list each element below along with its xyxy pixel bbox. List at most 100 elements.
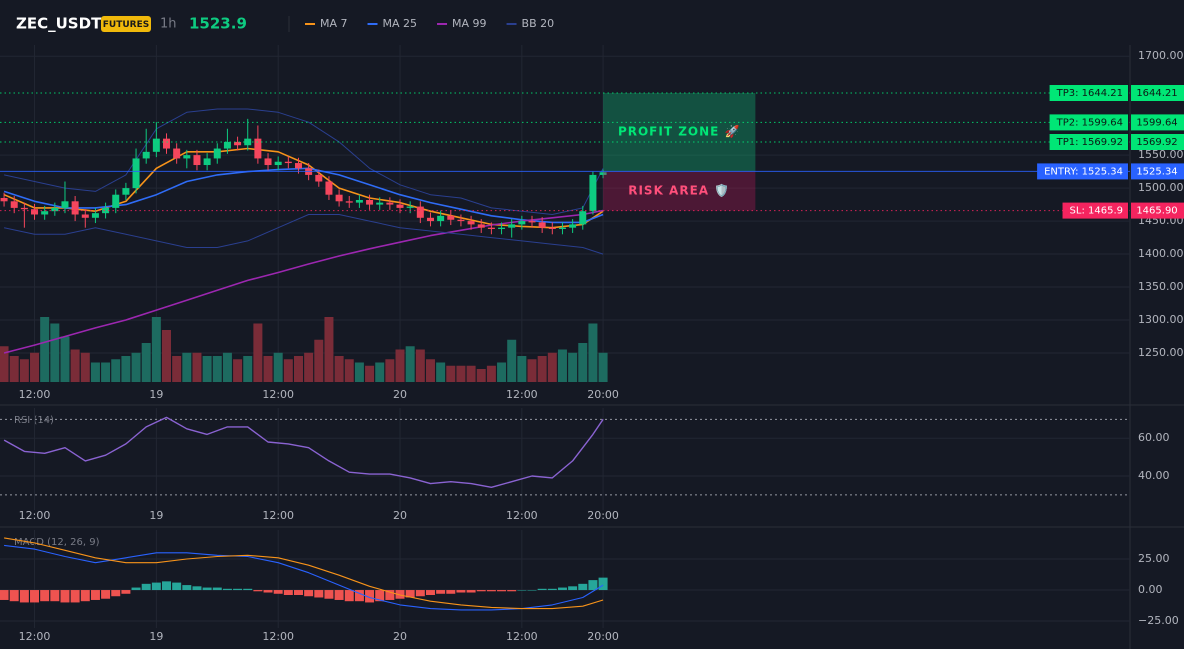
level-label-box <box>1049 114 1128 131</box>
macd-histogram-bar <box>446 590 456 594</box>
candle-body <box>487 227 495 229</box>
macd-histogram-bar <box>212 587 222 591</box>
volume-bar <box>60 336 70 382</box>
y-tick-label: 1700.00 <box>1138 49 1184 62</box>
volume-bar <box>446 365 456 382</box>
volume-bar <box>40 317 50 382</box>
macd-histogram-bar <box>60 590 70 603</box>
volume-bar <box>101 362 111 382</box>
candle-body <box>589 174 597 212</box>
candle-body <box>325 181 333 195</box>
volume-bar <box>476 369 486 382</box>
volume-bar <box>557 349 567 382</box>
level-label: ENTRY: 1525.34 <box>1044 166 1123 177</box>
volume-bar <box>50 323 60 382</box>
macd-histogram-bar <box>0 590 9 600</box>
candle-body <box>193 155 201 166</box>
candle-body <box>498 227 506 229</box>
candle-body <box>386 202 394 205</box>
candle-body <box>457 219 465 222</box>
macd-histogram-bar <box>40 590 50 602</box>
volume-bar <box>182 352 192 382</box>
macd-histogram-bar <box>162 581 172 591</box>
volume-bar <box>425 359 435 382</box>
volume-bar <box>111 359 121 382</box>
y-tick-label: 25.00 <box>1138 552 1170 565</box>
volume-bar <box>30 352 40 382</box>
volume-bar <box>324 317 334 382</box>
macd-histogram-bar <box>111 590 121 597</box>
volume-bar <box>344 359 354 382</box>
level-axis-box <box>1131 114 1184 131</box>
macd-histogram-bar <box>121 590 131 594</box>
interval[interactable]: 1h <box>160 17 177 32</box>
volume-bar <box>517 356 527 382</box>
candle-body <box>142 151 150 159</box>
volume-bar <box>212 356 222 382</box>
candle-body <box>579 211 587 225</box>
candle-body <box>406 206 414 208</box>
level-axis-box <box>1131 85 1184 102</box>
candle-body <box>0 198 8 202</box>
volume-bar <box>598 352 608 382</box>
x-tick-label: 12:00 <box>262 388 294 401</box>
level-label: TP2: 1599.64 <box>1056 117 1123 128</box>
macd-histogram-bar <box>537 588 547 591</box>
macd-histogram-bar <box>314 590 324 598</box>
level-label-box <box>1049 85 1128 102</box>
volume-bar <box>273 352 283 382</box>
y-tick-label: 0.00 <box>1138 583 1163 596</box>
macd-histogram-bar <box>476 590 486 592</box>
volume-bar <box>354 362 364 382</box>
macd-histogram-bar <box>222 588 232 591</box>
candle-body <box>447 215 455 220</box>
volume-bar <box>365 365 375 382</box>
candle-body <box>112 194 120 208</box>
macd-histogram-bar <box>436 590 446 594</box>
volume-bar <box>527 359 537 382</box>
macd-histogram-bar <box>233 588 243 591</box>
last-price: 1523.9 <box>189 15 247 33</box>
macd-histogram-bar <box>365 590 375 603</box>
macd-histogram-bar <box>50 590 60 602</box>
zone <box>603 93 756 172</box>
macd-histogram-bar <box>456 590 466 593</box>
volume-bar <box>222 352 232 382</box>
macd-histogram-bar <box>598 577 608 591</box>
symbol[interactable]: ZEC_USDT <box>16 15 102 33</box>
candle-body <box>20 207 28 210</box>
volume-bar <box>0 346 9 382</box>
candle-body <box>396 204 404 208</box>
macd-histogram-bar <box>405 590 415 598</box>
macd-histogram-bar <box>527 590 537 591</box>
macd-histogram-bar <box>273 590 283 594</box>
volume-bar <box>243 356 253 382</box>
macd-histogram-bar <box>557 587 567 591</box>
volume-bar <box>202 356 212 382</box>
macd-histogram-bar <box>415 590 425 597</box>
y-tick-label: 40.00 <box>1138 469 1170 482</box>
candle-body <box>366 199 374 205</box>
volume-bar <box>172 356 182 382</box>
x-tick-label: 12:00 <box>262 509 294 522</box>
macd-histogram-bar <box>324 590 334 599</box>
candle-body <box>599 172 607 175</box>
candle-body <box>71 201 79 215</box>
macd-title: MACD (12, 26, 9) <box>14 537 100 548</box>
volume-bar <box>9 356 19 382</box>
candle-body <box>437 215 445 222</box>
x-tick-label: 12:00 <box>262 630 294 643</box>
candle-body <box>223 141 231 149</box>
level-axis-label: 1599.64 <box>1136 117 1177 128</box>
level-axis-label: 1644.21 <box>1136 88 1177 99</box>
rsi-line <box>3 416 604 488</box>
candle-body <box>548 227 556 229</box>
macd-histogram-bar <box>304 590 314 597</box>
volume-bar <box>131 352 141 382</box>
volume-bar <box>233 359 243 382</box>
x-tick-label: 20:00 <box>587 509 619 522</box>
y-tick-label: 1250.00 <box>1138 346 1184 359</box>
candle-body <box>152 138 160 152</box>
legend-label: MA 7 <box>320 17 348 30</box>
candle-body <box>102 207 110 214</box>
